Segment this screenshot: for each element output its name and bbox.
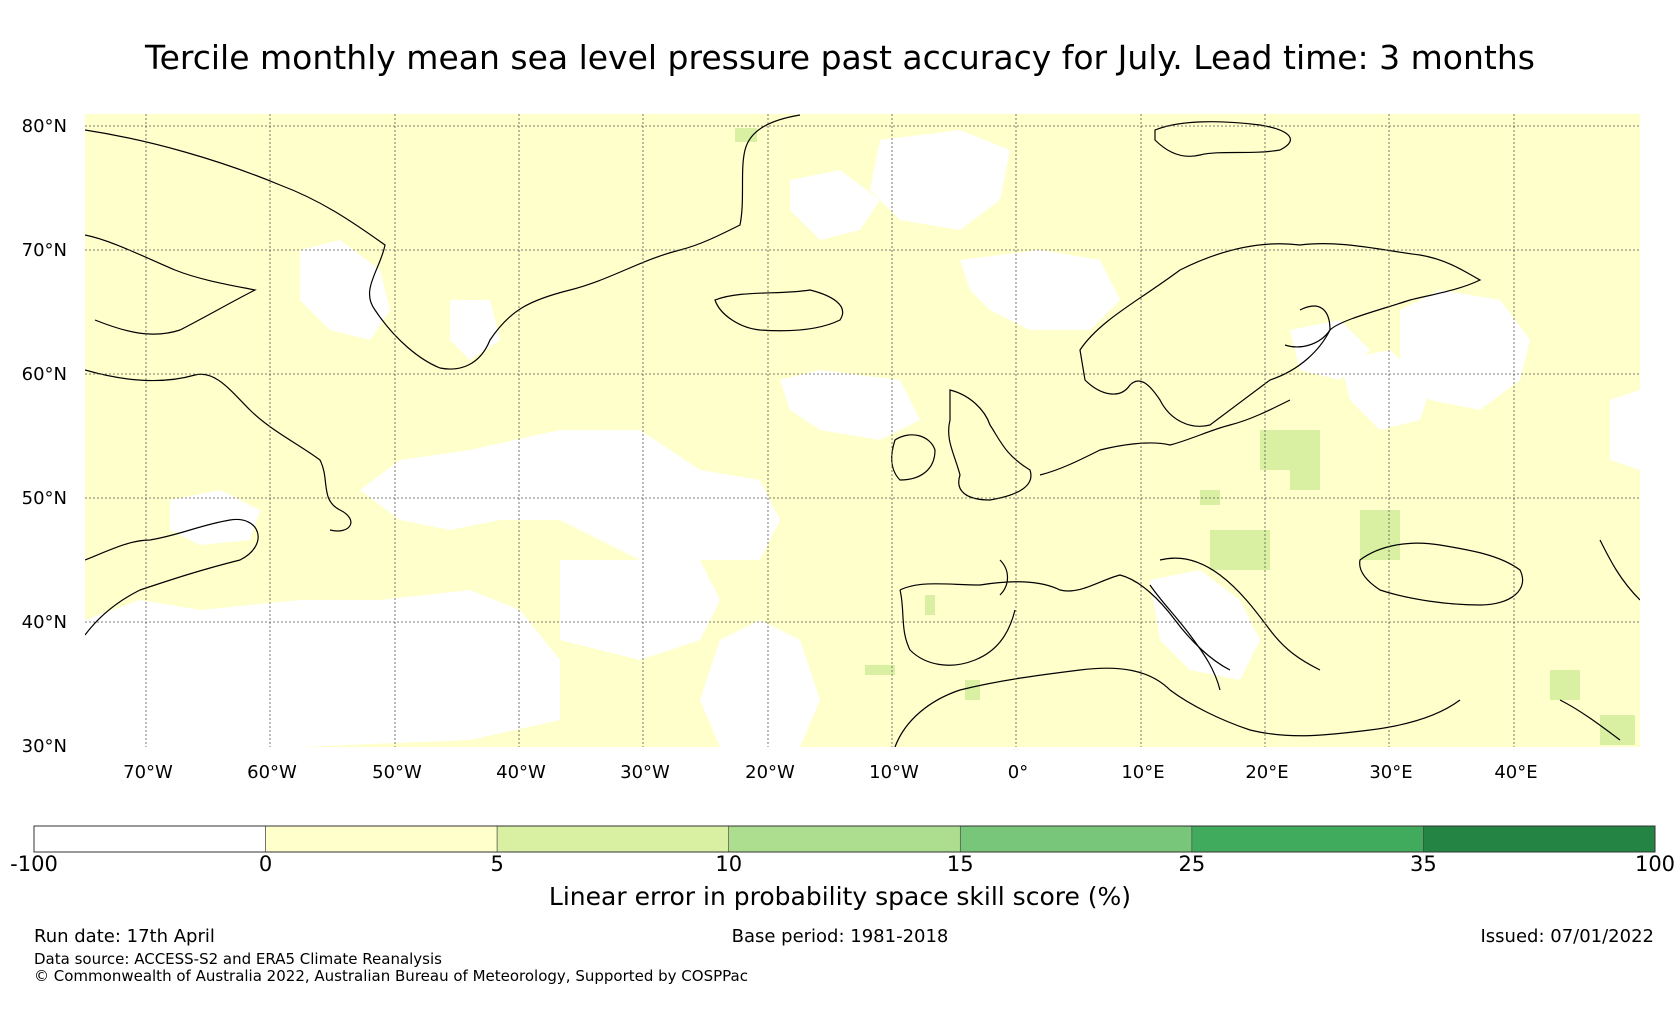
lon-label: 10°E: [1121, 762, 1164, 783]
lat-label: 60°N: [22, 364, 67, 385]
colorbar-segment: [1423, 825, 1656, 853]
colorbar-segment: [496, 825, 730, 853]
colorbar-tick-label: 35: [1410, 852, 1437, 876]
lon-label: 40°W: [496, 762, 546, 783]
colorbar-outline: [33, 825, 1656, 853]
greenland-coast: [85, 114, 801, 370]
lat-label: 30°N: [22, 736, 67, 757]
finland-coast: [1284, 305, 1331, 348]
skill-green-patches: [735, 128, 1635, 745]
lon-label: 60°W: [247, 762, 297, 783]
coastlines: [85, 114, 1640, 747]
issued-date: Issued: 07/01/2022: [1480, 926, 1654, 947]
colorbar-segment: [265, 825, 498, 853]
lat-labels: 80°N 70°N 60°N 50°N 40°N 30°N: [22, 116, 67, 757]
lon-label: 20°W: [745, 762, 795, 783]
north-america-coast: [85, 518, 259, 636]
lat-label: 50°N: [22, 488, 67, 509]
lat-label: 70°N: [22, 240, 67, 261]
colorbar-tick-label: 5: [490, 852, 504, 876]
colorbar-segment: [1191, 825, 1424, 853]
map-gridlines: [85, 114, 1640, 747]
labrador-coast: [85, 369, 352, 532]
iceland-coast: [714, 289, 844, 332]
east-coast: [1559, 539, 1640, 741]
lon-label: 30°E: [1369, 762, 1412, 783]
run-date: Run date: 17th April: [34, 926, 215, 947]
colorbar: [33, 825, 1656, 853]
colorbar-tick-label: 10: [715, 852, 743, 876]
ireland-coast: [891, 434, 936, 481]
map-title: Tercile monthly mean sea level pressure …: [145, 38, 1535, 77]
lon-label: 20°E: [1245, 762, 1288, 783]
base-period: Base period: 1981-2018: [731, 926, 949, 947]
colorbar-tick-label: 25: [1178, 852, 1206, 876]
italy-coast: [1149, 584, 1221, 691]
lon-label: 70°W: [123, 762, 173, 783]
north-africa-coast: [894, 667, 1461, 747]
lon-label: 10°W: [869, 762, 919, 783]
colorbar-tick-label: -100: [10, 852, 58, 876]
lon-label: 30°W: [620, 762, 670, 783]
colorbar-tick-label: 0: [258, 852, 273, 876]
colorbar-tick-label: 15: [946, 852, 974, 876]
map-panel: [85, 114, 1640, 747]
iberia-coast: [899, 589, 1016, 666]
lon-label: 40°E: [1494, 762, 1537, 783]
colorbar-segment: [33, 825, 266, 853]
black-sea-coast: [1359, 542, 1524, 606]
lon-label: 0°: [1008, 762, 1028, 783]
lon-labels: 70°W 60°W 50°W 40°W 30°W 20°W 10°W 0° 10…: [123, 762, 1537, 783]
copyright: © Commonwealth of Australia 2022, Austra…: [34, 967, 748, 985]
lat-label: 80°N: [22, 116, 67, 137]
lat-label: 40°N: [22, 612, 67, 633]
baffin-coast: [85, 234, 257, 335]
europe-coast: [899, 399, 1321, 671]
lon-label: 50°W: [372, 762, 422, 783]
britain-coast: [948, 389, 1032, 501]
data-source: Data source: ACCESS-S2 and ERA5 Climate …: [34, 950, 442, 968]
colorbar-segment: [728, 825, 961, 853]
colorbar-tick-label: 100: [1634, 852, 1676, 876]
scandinavia-coast: [1079, 243, 1482, 427]
colorbar-segment: [959, 825, 1193, 853]
colorbar-label: Linear error in probability space skill …: [548, 882, 1132, 911]
skill-white-regions: [85, 130, 1640, 747]
svalbard-coast: [1154, 121, 1291, 157]
